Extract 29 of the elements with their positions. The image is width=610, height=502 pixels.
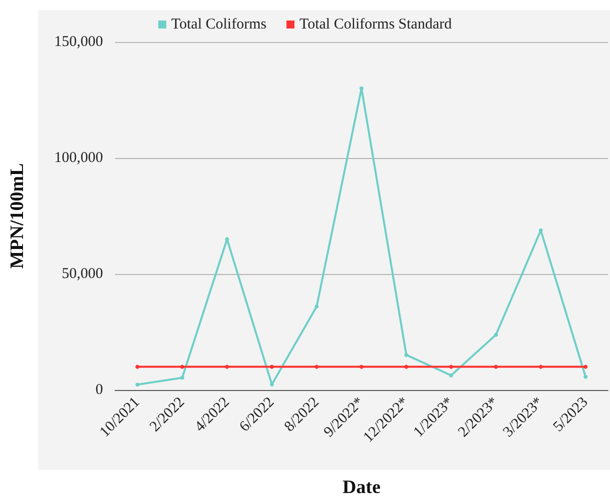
y-tick-label: 0 [96, 382, 103, 398]
legend-label: Total Coliforms [171, 16, 267, 32]
point [584, 364, 588, 369]
point [314, 304, 319, 308]
y-tick-label: 100,000 [54, 150, 103, 166]
y-tick-label: 50,000 [62, 266, 103, 282]
point [360, 364, 364, 369]
point [538, 228, 543, 232]
x-axis-title: Date [342, 477, 380, 498]
point [360, 86, 364, 90]
point [449, 373, 454, 378]
point [180, 376, 184, 380]
y-tick-label: 150,000 [54, 34, 103, 50]
point [135, 364, 140, 369]
point [404, 364, 408, 369]
point [225, 237, 230, 242]
point [135, 382, 140, 387]
point [538, 364, 543, 369]
point [584, 374, 588, 379]
y-axis-title: MPN/100mL [7, 163, 28, 269]
point [494, 364, 498, 369]
point [270, 364, 274, 369]
point [494, 332, 498, 337]
legend-label: Total Coliforms Standard [299, 16, 452, 32]
point [449, 364, 454, 369]
point [225, 364, 230, 369]
point [404, 352, 408, 357]
point [314, 364, 319, 369]
point [180, 364, 184, 369]
